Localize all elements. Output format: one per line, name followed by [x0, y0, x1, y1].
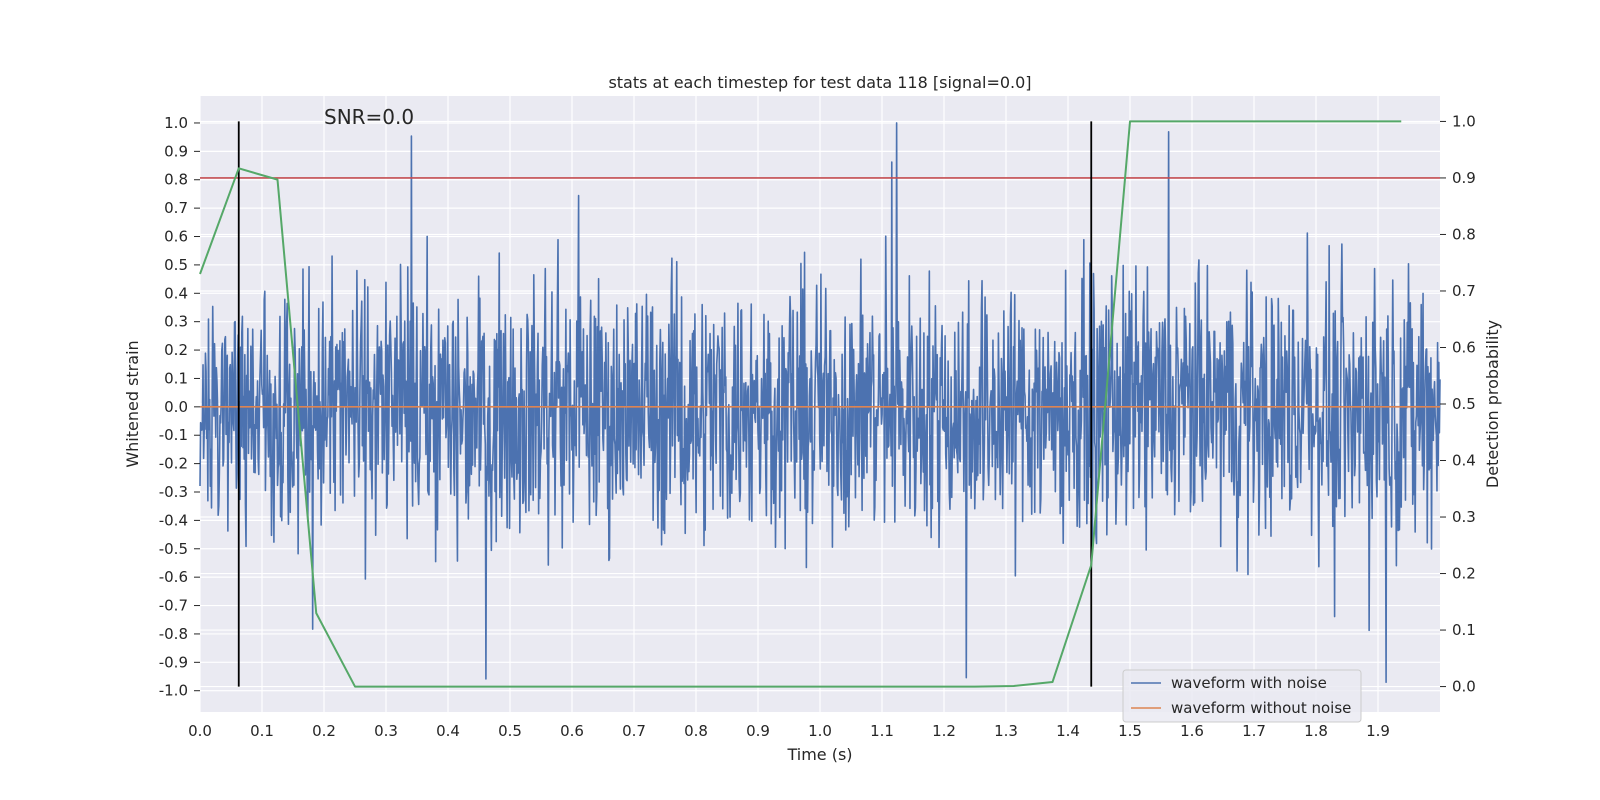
x-axis-ticks: 0.0 0.1 0.2 0.3 0.4 0.5 0.6 0.7 0.8 0.9 1.0 1.1 1.2 1… — [188, 722, 1390, 740]
y-tick-label: 1.0 — [164, 114, 188, 132]
y-tick-label: -0.4 — [159, 511, 188, 529]
x-tick-label: 1.1 — [870, 722, 894, 740]
y-tick-label: -0.2 — [159, 455, 188, 473]
y-tick-label: 0.2 — [164, 341, 188, 359]
y-tick-label: 0.3 — [164, 313, 188, 331]
y-tick-label: 0.6 — [164, 228, 188, 246]
y-tick-label: -0.7 — [159, 597, 188, 615]
x-tick-label: 0.2 — [312, 722, 336, 740]
x-tick-label: 1.6 — [1180, 722, 1204, 740]
y-tick-label: 0.0 — [164, 398, 188, 416]
y2-tick-label: 0.4 — [1452, 452, 1476, 470]
x-tick-label: 0.0 — [188, 722, 212, 740]
x-tick-label: 0.9 — [746, 722, 770, 740]
y2-tick-label: 0.1 — [1452, 621, 1476, 639]
y-tick-label: -0.5 — [159, 540, 188, 558]
y-tick-label: 0.9 — [164, 142, 188, 160]
chart-title: stats at each timestep for test data 118… — [608, 73, 1031, 92]
legend-label-clean: waveform without noise — [1171, 699, 1351, 717]
x-tick-label: 0.5 — [498, 722, 522, 740]
y2-tick-label: 0.6 — [1452, 338, 1476, 356]
x-tick-label: 1.5 — [1118, 722, 1142, 740]
y2-axis-label: Detection probability — [1483, 320, 1502, 488]
x-axis-label: Time (s) — [786, 745, 852, 764]
x-tick-label: 0.7 — [622, 722, 646, 740]
overlay-layer — [199, 120, 1440, 688]
x-tick-label: 1.4 — [1056, 722, 1080, 740]
y-axis-ticks: 1.0 0.9 0.8 0.7 0.6 0.5 0.4 0.3 0.2 0.1 0.0 -0.1 -0.… — [159, 114, 200, 700]
y2-tick-label: 0.9 — [1452, 169, 1476, 187]
x-tick-label: 1.9 — [1366, 722, 1390, 740]
y2-tick-label: 0.2 — [1452, 565, 1476, 583]
x-tick-label: 0.4 — [436, 722, 460, 740]
y-tick-label: -0.3 — [159, 483, 188, 501]
y-tick-label: -0.6 — [159, 568, 188, 586]
y-tick-label: 0.4 — [164, 284, 188, 302]
y2-tick-label: 0.0 — [1452, 678, 1476, 696]
y2-tick-label: 0.8 — [1452, 225, 1476, 243]
y-tick-label: -0.9 — [159, 653, 188, 671]
y-tick-label: -1.0 — [159, 682, 188, 700]
x-tick-label: 0.1 — [250, 722, 274, 740]
y2-tick-label: 1.0 — [1452, 112, 1476, 130]
y2-tick-label: 0.3 — [1452, 508, 1476, 526]
x-tick-label: 1.3 — [994, 722, 1018, 740]
x-tick-label: 0.3 — [374, 722, 398, 740]
x-tick-label: 0.6 — [560, 722, 584, 740]
legend-label-noise: waveform with noise — [1171, 674, 1327, 692]
series-detection-probability — [199, 120, 1402, 688]
y2-tick-label: 0.7 — [1452, 282, 1476, 300]
x-tick-label: 1.7 — [1242, 722, 1266, 740]
y-tick-label: 0.8 — [164, 171, 188, 189]
y-tick-label: 0.7 — [164, 199, 188, 217]
x-tick-label: 1.8 — [1304, 722, 1328, 740]
y-tick-label: -0.1 — [159, 426, 188, 444]
y2-axis-ticks: 1.0 0.9 0.8 0.7 0.6 0.5 0.4 0.3 0.2 0.1 0.0 — [1440, 112, 1476, 696]
y2-tick-label: 0.5 — [1452, 395, 1476, 413]
legend-box — [1122, 669, 1362, 723]
series-waveform-with-noise — [199, 122, 1441, 683]
x-tick-label: 0.8 — [684, 722, 708, 740]
y-tick-label: 0.5 — [164, 256, 188, 274]
x-tick-label: 1.0 — [808, 722, 832, 740]
y-tick-label: 0.1 — [164, 369, 188, 387]
series-layer — [199, 122, 1441, 683]
snr-annotation: SNR=0.0 — [324, 105, 414, 129]
y-axis-label: Whitened strain — [123, 340, 142, 467]
x-tick-label: 1.2 — [932, 722, 956, 740]
y-tick-label: -0.8 — [159, 625, 188, 643]
legend: waveform with noise waveform without noi… — [1122, 669, 1362, 723]
